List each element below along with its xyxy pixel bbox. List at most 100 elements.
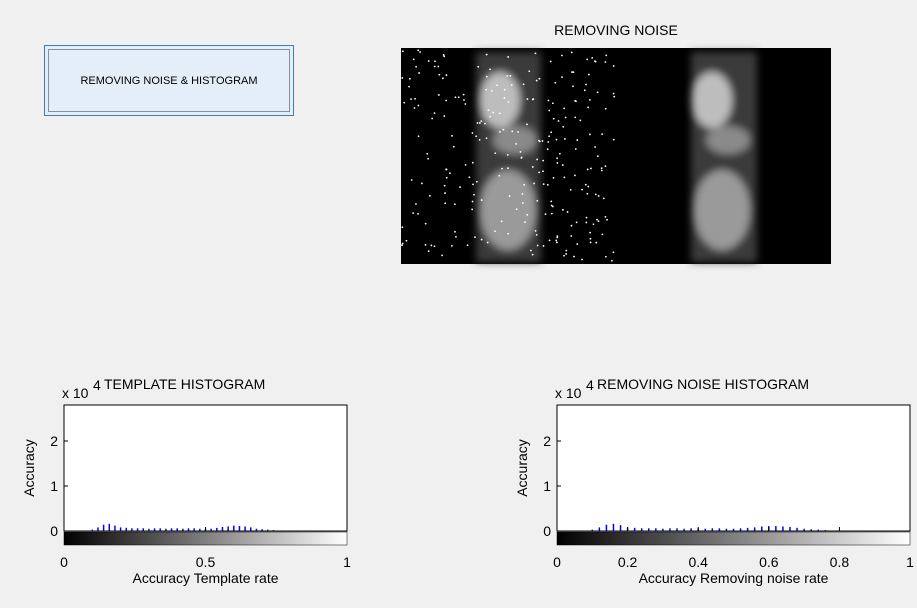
noise-dot — [597, 91, 599, 93]
noise-dot — [504, 97, 506, 99]
noise-dot — [486, 76, 488, 78]
image — [401, 48, 831, 264]
noise-dot — [526, 214, 528, 216]
noise-dot — [526, 123, 528, 125]
noise-dot — [410, 98, 412, 100]
noise-dot — [417, 49, 419, 51]
noise-dot — [590, 238, 592, 240]
noise-dot — [575, 148, 577, 150]
noise-dot — [507, 233, 509, 235]
noise-dot — [524, 221, 526, 223]
noise-dot — [556, 162, 558, 164]
noise-dot — [601, 170, 603, 172]
noise-dot — [548, 135, 550, 137]
button-label[interactable]: REMOVING NOISE & HISTOGRAM — [80, 75, 257, 87]
noise-dot — [562, 209, 564, 211]
noise-dot — [477, 122, 479, 124]
noise-dot — [585, 84, 587, 86]
noise-dot — [441, 254, 443, 256]
noise-dot — [564, 138, 566, 140]
noise-dot — [571, 52, 573, 54]
noise-dot — [506, 75, 508, 77]
noise-dot — [414, 98, 416, 100]
organ-left — [476, 52, 541, 262]
noise-dot — [579, 120, 581, 122]
noise-dot — [486, 54, 488, 56]
noise-dot — [444, 192, 446, 194]
plot-area — [64, 405, 347, 531]
noise-dot — [585, 222, 587, 224]
x-tick-label: 0.2 — [618, 554, 638, 570]
noise-dot — [507, 167, 509, 169]
y-axis-label: Accuracy — [514, 439, 530, 497]
noise-dot — [547, 141, 549, 143]
image-title: REMOVING NOISE — [554, 22, 678, 38]
noise-dot — [542, 140, 544, 142]
noise-dot — [487, 242, 489, 244]
noise-dot — [491, 90, 493, 92]
noise-dot — [605, 54, 607, 56]
noise-dot — [613, 251, 615, 253]
noise-dot — [481, 199, 483, 201]
noise-dot — [530, 250, 532, 252]
noise-dot — [468, 176, 470, 178]
noise-dot — [443, 115, 445, 117]
x-axis-label: Accuracy Template rate — [132, 570, 278, 586]
chart-title: TEMPLATE HISTOGRAM — [104, 376, 265, 392]
noise-dot — [550, 61, 552, 63]
noise-dot — [417, 213, 419, 215]
noise-dot — [431, 118, 433, 120]
noise-dot — [605, 108, 607, 110]
noise-dot — [489, 68, 491, 70]
noise-dot — [427, 158, 429, 160]
noise-dot — [489, 116, 491, 118]
noise-dot — [498, 175, 500, 177]
noise-dot — [438, 74, 440, 76]
noise-dot — [587, 106, 589, 108]
noise-dot — [415, 66, 417, 68]
x-tick-label: 0.8 — [830, 554, 850, 570]
noise-dot — [595, 193, 597, 195]
noise-dot — [594, 60, 596, 62]
noise-dot — [576, 221, 578, 223]
y-axis-label: Accuracy — [21, 439, 37, 497]
noise-dot — [421, 183, 423, 185]
noise-dot — [545, 213, 547, 215]
button[interactable]: REMOVING NOISE & HISTOGRAM — [45, 46, 294, 116]
noise-dot — [565, 253, 567, 255]
noise-dot — [613, 96, 615, 98]
noise-dot — [572, 71, 574, 73]
noise-dot — [536, 234, 538, 236]
noise-dot — [562, 164, 564, 166]
noise-dot — [574, 175, 576, 177]
noise-dot — [401, 226, 403, 228]
noise-dot — [589, 134, 591, 136]
noise-dot — [428, 250, 430, 252]
noise-dot — [547, 148, 549, 150]
exponent: 4 — [586, 377, 594, 393]
noise-dot — [570, 235, 572, 237]
noise-dot — [453, 146, 455, 148]
noise-dot — [553, 118, 555, 120]
noise-dot — [536, 80, 538, 82]
y-tick-label: 1 — [50, 478, 58, 494]
noise-dot — [501, 220, 503, 222]
noise-dot — [492, 112, 494, 114]
noise-dot — [553, 177, 555, 179]
noise-dot — [442, 77, 444, 79]
y-tick-label: 0 — [543, 523, 551, 539]
noise-dot — [444, 185, 446, 187]
noise-dot — [551, 213, 553, 215]
noise-dot — [596, 219, 598, 221]
noise-dot — [446, 74, 448, 76]
noise-dot — [571, 225, 573, 227]
noise-dot — [604, 61, 606, 63]
noise-dot — [504, 89, 506, 91]
noise-dot — [401, 244, 403, 246]
noise-dot — [429, 195, 431, 197]
noise-dot — [499, 112, 501, 114]
noise-dot — [581, 189, 583, 191]
noise-dot — [464, 103, 466, 105]
noise-dot — [542, 160, 544, 162]
noise-dot — [445, 100, 447, 102]
